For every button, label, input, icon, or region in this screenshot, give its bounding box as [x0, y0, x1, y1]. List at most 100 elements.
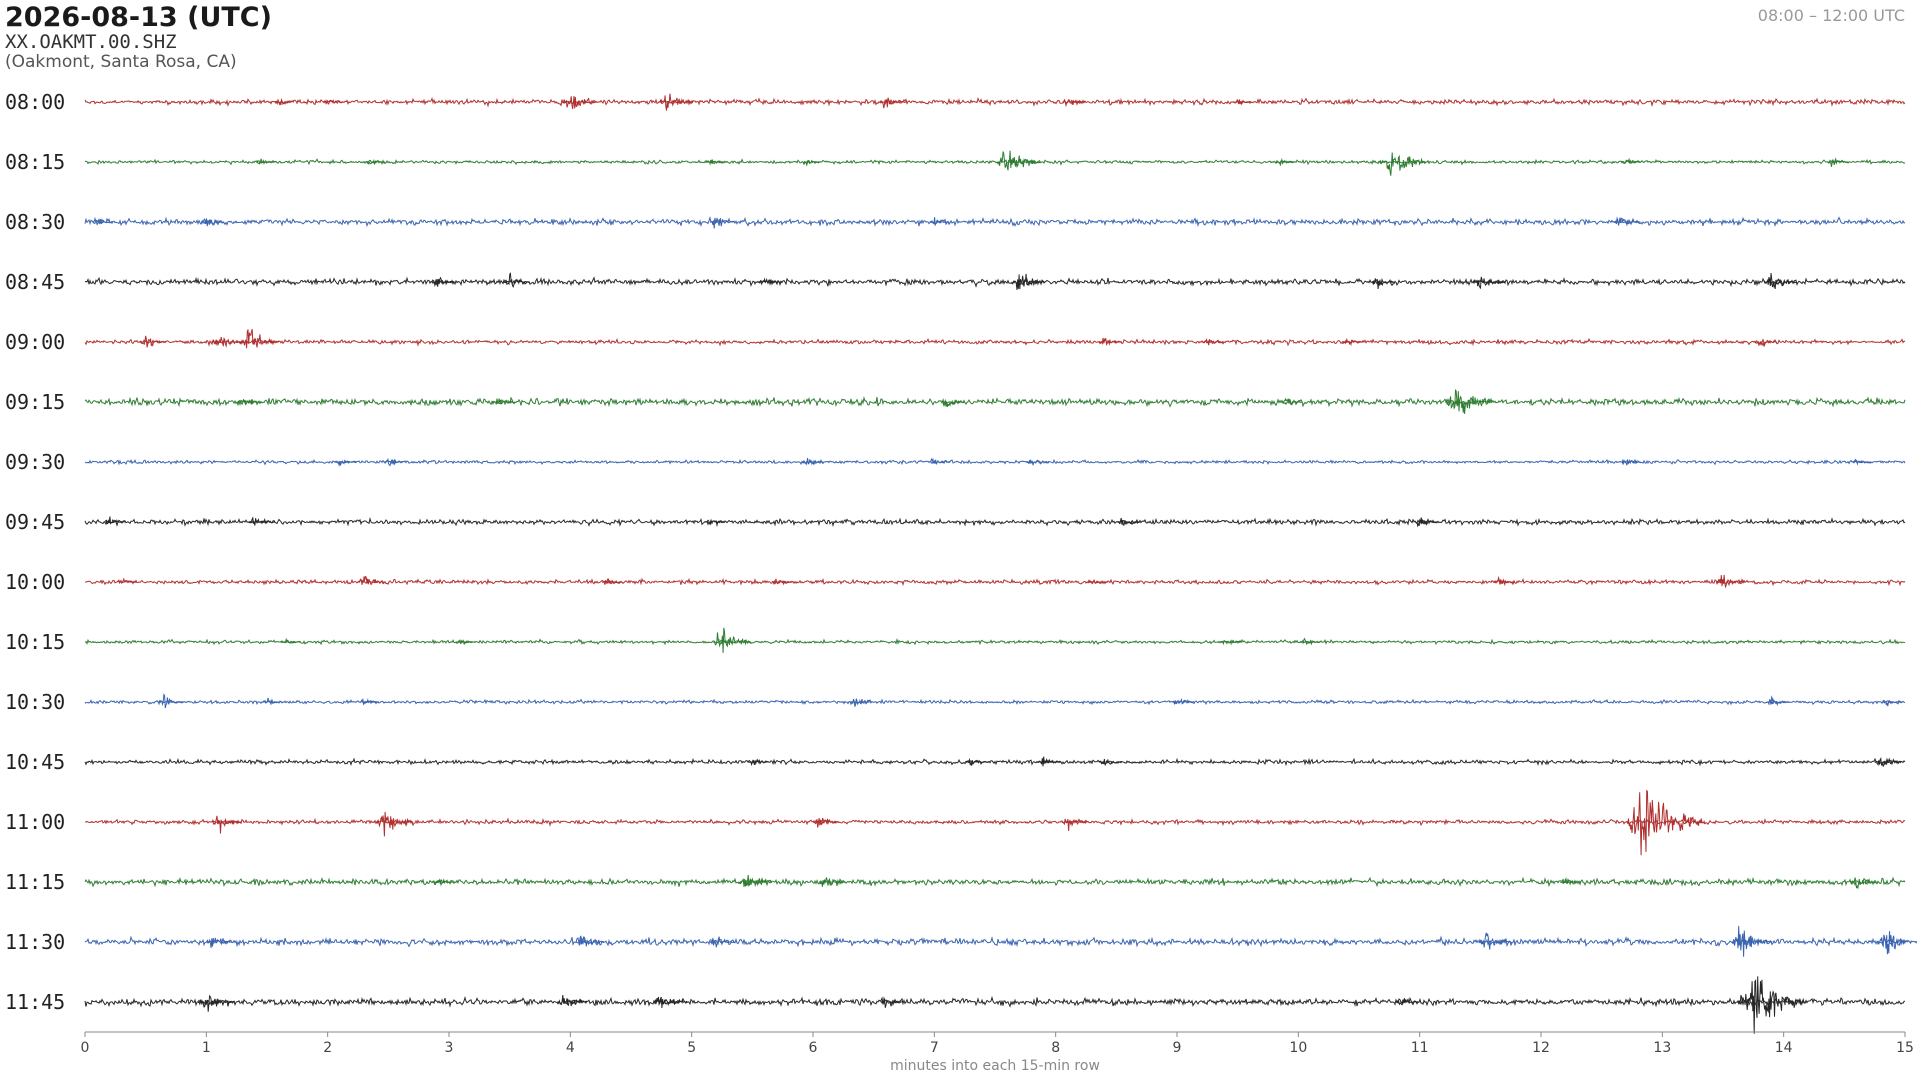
x-tick-label: 14: [1775, 1040, 1793, 1056]
event-burst: [747, 758, 769, 767]
row-time-label: 11:45: [5, 990, 65, 1014]
event-burst: [383, 457, 404, 467]
event-burst: [940, 398, 965, 408]
event-burst: [802, 159, 821, 167]
noise-trace: [84, 817, 1906, 827]
x-tick-label: 5: [687, 1040, 696, 1056]
event-burst: [601, 578, 622, 585]
row-time-label: 09:30: [5, 450, 65, 474]
event-burst: [491, 398, 516, 405]
event-burst: [1341, 337, 1364, 347]
event-burst: [256, 158, 276, 166]
x-tick-label: 15: [1896, 1040, 1914, 1056]
event-burst: [1098, 758, 1123, 766]
noise-trace: [84, 215, 1906, 228]
event-burst: [248, 516, 276, 526]
row-time-label: 09:15: [5, 390, 65, 414]
event-burst: [818, 877, 846, 887]
event-burst: [365, 158, 386, 166]
event-burst: [1478, 932, 1513, 950]
x-tick-label: 10: [1289, 1040, 1307, 1056]
event-burst: [812, 817, 840, 828]
event-burst: [1560, 878, 1582, 886]
noise-trace: [84, 516, 1906, 528]
x-tick-label: 7: [930, 1040, 939, 1056]
event-burst: [92, 216, 114, 226]
event-burst: [104, 516, 126, 525]
row-time-label: 11:30: [5, 930, 65, 954]
event-burst: [1117, 517, 1141, 526]
title: 2026-08-13 (UTC): [5, 2, 272, 33]
row-time-label: 08:45: [5, 270, 65, 294]
event-burst: [659, 93, 694, 111]
noise-trace: [84, 276, 1906, 288]
event-burst: [1062, 98, 1086, 108]
row-time-label: 09:45: [5, 510, 65, 534]
row-time-label: 10:00: [5, 570, 65, 594]
event-burst: [929, 457, 951, 465]
event-burst: [1874, 757, 1902, 767]
event-burst: [431, 878, 454, 885]
event-burst: [1753, 339, 1778, 348]
event-burst: [197, 994, 236, 1012]
x-tick-label: 8: [1051, 1040, 1060, 1056]
x-tick-label: 1: [202, 1040, 211, 1056]
noise-trace: [84, 698, 1906, 706]
event-burst: [1877, 931, 1918, 955]
event-burst: [758, 277, 783, 286]
row-time-label: 08:00: [5, 90, 65, 114]
event-burst: [1371, 278, 1396, 290]
event-burst: [503, 272, 531, 289]
row-time-label: 08:30: [5, 210, 65, 234]
event-burst: [1737, 976, 1807, 1034]
station-code: XX.OAKMT.00.SHZ: [5, 31, 177, 53]
event-burst: [1011, 273, 1046, 291]
event-burst: [771, 578, 793, 586]
event-burst: [929, 217, 950, 227]
noise-trace: [84, 158, 1906, 166]
event-burst: [705, 519, 726, 526]
event-burst: [1098, 337, 1123, 347]
noise-trace: [84, 935, 1906, 948]
noise-trace: [84, 396, 1906, 408]
time-range: 08:00 – 12:00 UTC: [1758, 6, 1905, 25]
event-burst: [1275, 157, 1296, 167]
event-burst: [116, 577, 137, 585]
event-burst: [1202, 338, 1224, 346]
event-burst: [801, 457, 824, 466]
event-burst: [359, 697, 379, 706]
event-burst: [280, 637, 301, 644]
event-burst: [1731, 925, 1773, 957]
event-burst: [1413, 517, 1438, 528]
event-burst: [262, 697, 283, 706]
event-burst: [879, 97, 907, 109]
event-burst: [456, 639, 477, 645]
event-burst: [1171, 697, 1195, 705]
event-burst: [1763, 273, 1797, 290]
event-burst: [1493, 575, 1515, 587]
event-burst: [237, 399, 261, 406]
event-burst: [709, 217, 736, 229]
event-burst: [375, 811, 414, 837]
x-tick-label: 12: [1532, 1040, 1550, 1056]
event-burst: [1444, 389, 1494, 414]
event-burst: [1378, 152, 1426, 176]
noise-trace: [84, 995, 1906, 1008]
event-burst: [1851, 458, 1872, 466]
noise-trace: [84, 637, 1906, 646]
event-burst: [713, 627, 751, 653]
noise-trace: [84, 96, 1906, 108]
noise-trace: [84, 337, 1906, 347]
event-burst: [200, 218, 225, 227]
event-burst: [1220, 639, 1242, 646]
event-burst: [1882, 699, 1903, 707]
row-time-label: 10:45: [5, 750, 65, 774]
row-time-label: 11:00: [5, 810, 65, 834]
event-burst: [996, 150, 1042, 171]
event-burst: [322, 98, 344, 105]
event-burst: [1765, 695, 1790, 707]
x-tick-label: 13: [1653, 1040, 1671, 1056]
event-burst: [1827, 157, 1849, 167]
event-burst: [1395, 998, 1420, 1006]
